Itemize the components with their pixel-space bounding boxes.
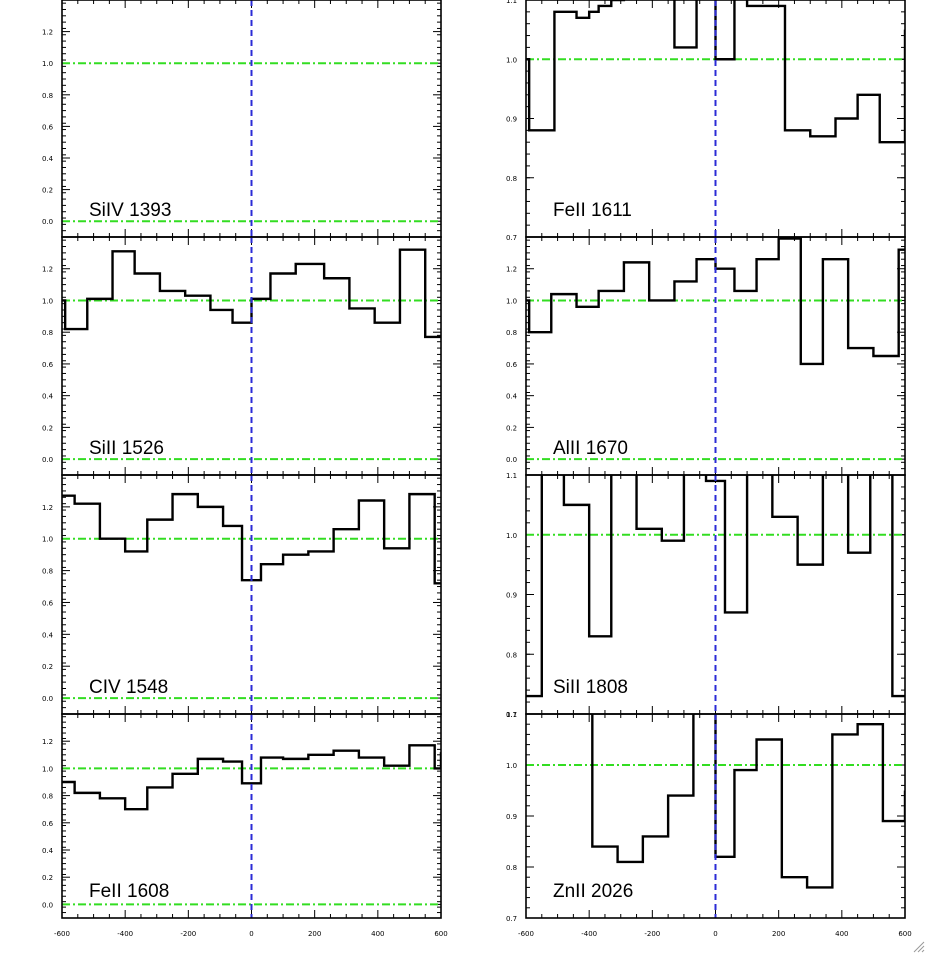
resize-grip-icon[interactable] [913, 941, 925, 953]
x-tick-label: 400 [835, 930, 848, 938]
y-tick-label: 0.2 [506, 424, 517, 432]
y-tick-label: 1.2 [42, 29, 53, 37]
spectrum-line [591, 714, 905, 889]
panel-label: FeII 1608 [89, 881, 169, 902]
y-tick-label: 0.2 [42, 187, 53, 195]
y-tick-label: 0.6 [42, 820, 54, 828]
y-tick-label: 0.0 [42, 901, 53, 909]
spectrum-line [526, 0, 905, 144]
y-tick-label: 1.2 [506, 266, 517, 274]
y-tick-label: 1.0 [42, 297, 53, 305]
y-tick-label: 1.1 [506, 472, 517, 480]
x-tick-label: -400 [581, 930, 597, 938]
y-tick-label: 0.8 [506, 329, 517, 337]
y-tick-label: 0.8 [506, 175, 517, 183]
y-tick-label: 1.0 [506, 532, 517, 540]
y-tick-label: 0.4 [42, 631, 54, 639]
spectrum-line [62, 492, 441, 585]
y-tick-label: 1.0 [506, 56, 517, 64]
y-tick-label: 1.0 [42, 60, 53, 68]
spectrum-line [526, 237, 905, 366]
y-tick-label: 1.1 [506, 0, 517, 5]
panel-frame [61, 713, 442, 919]
spectra-panels: 0.0 0.2 0.4 0.6 0.8 1.0 1.2 SiIV 1393 0.7 0.8 0.9 1… [42, 0, 912, 938]
y-tick-label: 0.8 [42, 329, 53, 337]
panel-label: SiII 1808 [553, 677, 628, 698]
panel-label: AlII 1670 [553, 438, 628, 459]
x-tick-label: 0 [713, 930, 717, 938]
y-tick-label: 1.1 [506, 711, 517, 719]
y-tick-label: 1.2 [42, 504, 53, 512]
panel-civ-1548: 0.0 0.2 0.4 0.6 0.8 1.0 1.2 CIV 1548 [42, 474, 442, 715]
spectrum-line [62, 248, 441, 339]
panel-label: FeII 1611 [553, 200, 632, 221]
x-tick-label: -600 [54, 930, 70, 938]
y-tick-label: 0.7 [506, 915, 517, 923]
y-tick-label: 0.8 [42, 793, 53, 801]
y-tick-label: 0.6 [42, 123, 54, 131]
y-tick-label: 1.0 [506, 762, 517, 770]
y-tick-label: 0.8 [42, 568, 53, 576]
y-tick-label: 0.8 [42, 92, 53, 100]
y-tick-label: 0.0 [42, 218, 53, 226]
y-tick-label: 0.0 [42, 456, 53, 464]
panel-siii-1808: 0.7 0.8 0.9 1.0 1.1 SiII 1808 [506, 472, 906, 719]
x-tick-label: 400 [371, 930, 384, 938]
x-tick-label: 600 [898, 930, 911, 938]
x-tick-label: -200 [644, 930, 660, 938]
panel-label: SiII 1526 [89, 438, 164, 459]
y-tick-label: 0.6 [42, 361, 54, 369]
x-tick-label: -200 [180, 930, 196, 938]
y-tick-label: 1.0 [42, 765, 53, 773]
y-tick-label: 0.0 [42, 695, 53, 703]
y-tick-label: 0.6 [42, 599, 54, 607]
y-tick-label: 0.6 [506, 361, 518, 369]
spectrum-line [62, 744, 441, 811]
y-tick-label: 1.0 [42, 536, 53, 544]
y-tick-label: 0.8 [506, 651, 517, 659]
y-tick-label: 0.4 [42, 393, 54, 401]
x-tick-label: -400 [117, 930, 133, 938]
panel-feii-1608: 0.0 0.2 0.4 0.6 0.8 1.0 1.2 -600 -400 -200 0 200 400… [42, 713, 448, 938]
y-tick-label: 1.0 [506, 297, 517, 305]
y-tick-label: 0.7 [506, 711, 517, 719]
x-tick-label: -600 [518, 930, 534, 938]
panel-label: CIV 1548 [89, 677, 168, 698]
y-tick-label: 0.9 [506, 116, 517, 124]
y-tick-label: 0.4 [506, 393, 518, 401]
panel-siii-1526: 0.0 0.2 0.4 0.6 0.8 1.0 1.2 SiII 1526 [42, 236, 442, 476]
y-tick-label: 0.2 [42, 663, 53, 671]
y-tick-label: 0.8 [506, 864, 517, 872]
y-tick-label: 0.4 [42, 155, 54, 163]
panel-siiv-1393: 0.0 0.2 0.4 0.6 0.8 1.0 1.2 SiIV 1393 [42, 0, 442, 238]
y-tick-label: 0.9 [506, 813, 517, 821]
panel-feii-1611: 0.7 0.8 0.9 1.0 1.1 FeII 1611 [506, 0, 906, 242]
panel-alii-1670: 0.0 0.2 0.4 0.6 0.8 1.0 1.2 AlII 1670 [506, 236, 906, 476]
panel-label: ZnII 2026 [553, 881, 633, 902]
x-tick-label: 200 [308, 930, 321, 938]
y-tick-label: 0.9 [506, 592, 517, 600]
y-tick-label: 0.0 [506, 456, 517, 464]
x-tick-label: 600 [434, 930, 447, 938]
y-tick-label: 0.2 [42, 424, 53, 432]
panel-znii-2026: 0.7 0.8 0.9 1.0 1.1 -600 -400 -200 0 200 400 600 ZnI… [506, 711, 912, 938]
y-tick-label: 0.2 [42, 874, 53, 882]
x-tick-label: 200 [772, 930, 785, 938]
y-tick-label: 1.2 [42, 266, 53, 274]
x-tick-label: 0 [249, 930, 253, 938]
panel-label: SiIV 1393 [89, 200, 171, 221]
y-tick-label: 0.7 [506, 234, 517, 242]
y-tick-label: 1.2 [42, 738, 53, 746]
panel-frame [525, 713, 906, 919]
y-tick-label: 0.4 [42, 847, 54, 855]
spectrum-line [526, 475, 905, 698]
